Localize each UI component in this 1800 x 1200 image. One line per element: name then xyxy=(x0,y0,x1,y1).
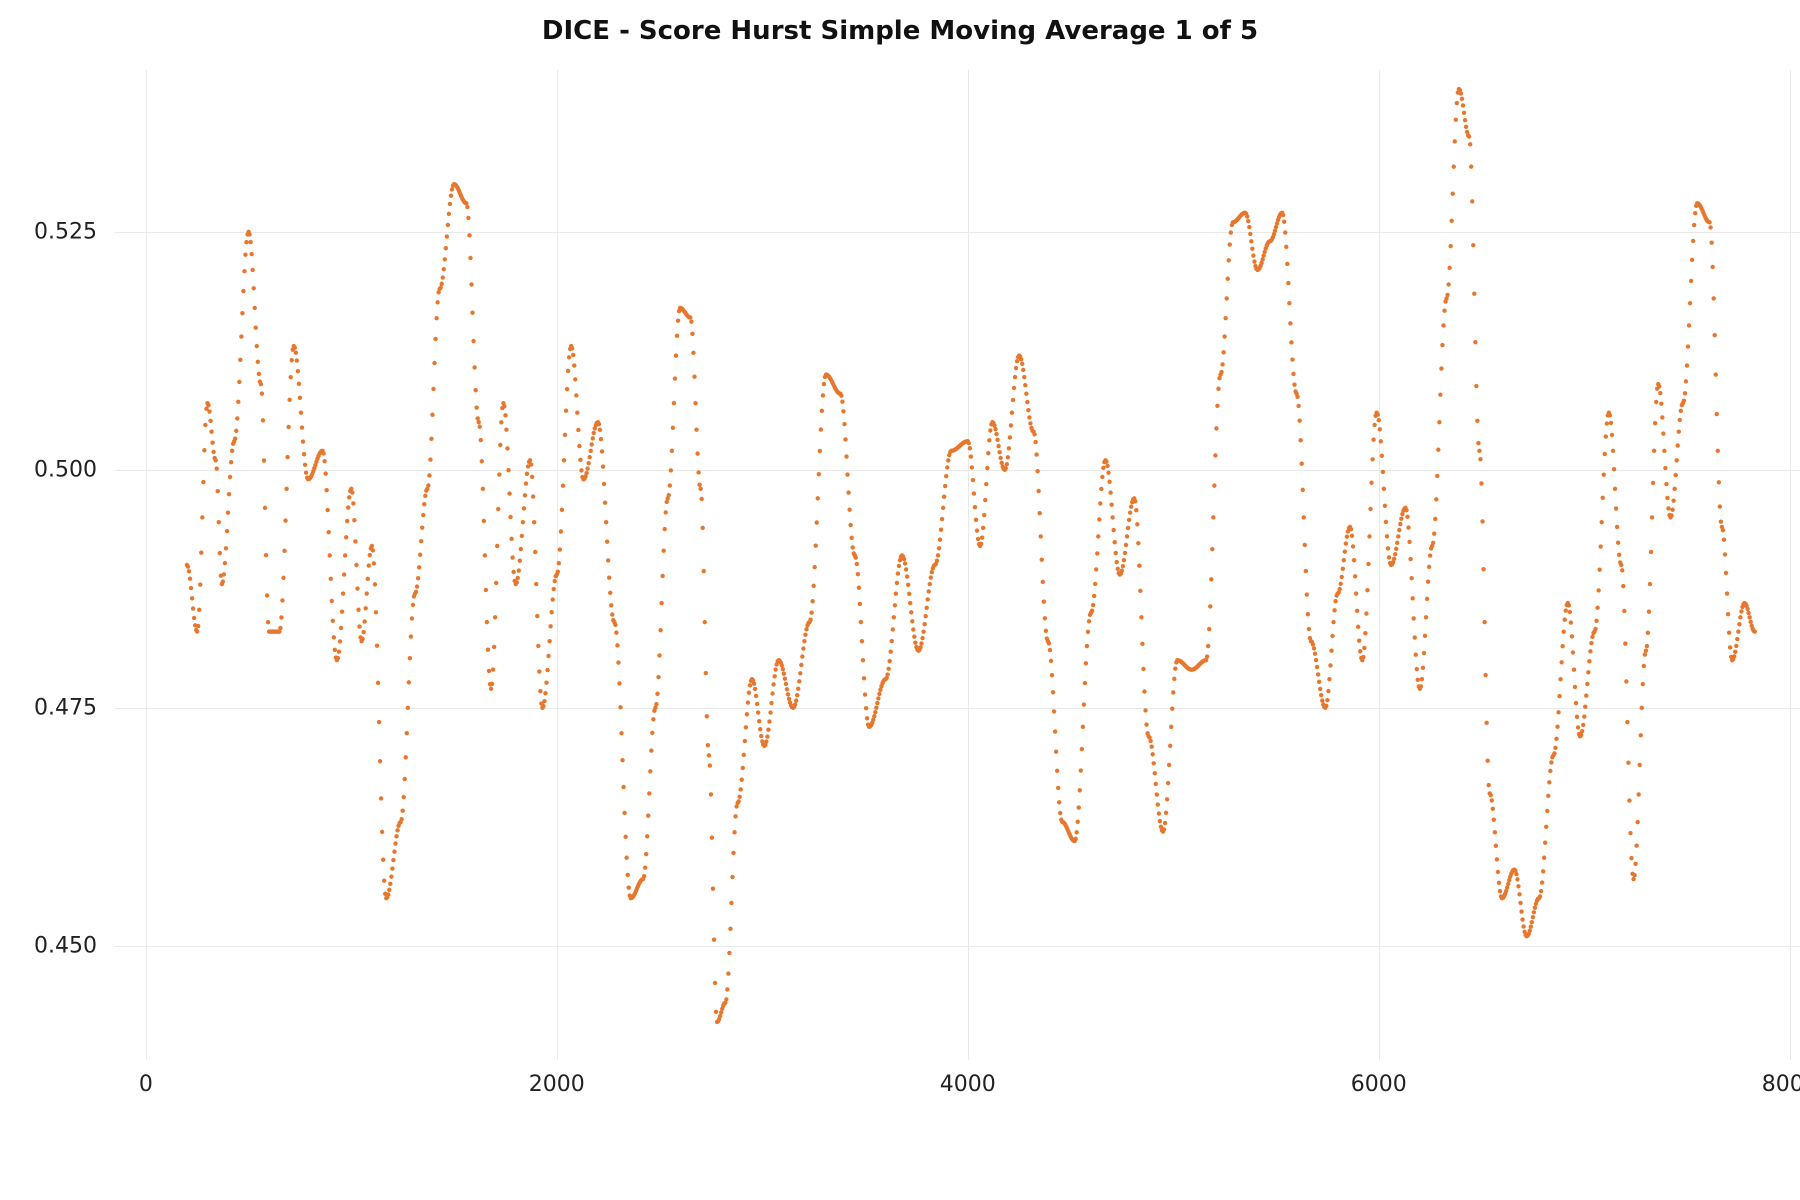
y-tick-label: 0.500 xyxy=(0,457,97,482)
x-tick-label: 4000 xyxy=(940,1072,996,1097)
y-tick-label: 0.525 xyxy=(0,219,97,244)
chart-title: DICE - Score Hurst Simple Moving Average… xyxy=(0,16,1800,46)
x-tick-label: 2000 xyxy=(529,1072,585,1097)
plot-area xyxy=(115,70,1800,1060)
y-tick-label: 0.450 xyxy=(0,933,97,958)
x-tick-label: 0 xyxy=(139,1072,153,1097)
chart-container: DICE - Score Hurst Simple Moving Average… xyxy=(0,0,1800,1200)
y-tick-label: 0.475 xyxy=(0,695,97,720)
series-scatter xyxy=(115,70,1800,1060)
x-tick-label: 6000 xyxy=(1351,1072,1407,1097)
x-tick-label: 8000 xyxy=(1762,1072,1800,1097)
